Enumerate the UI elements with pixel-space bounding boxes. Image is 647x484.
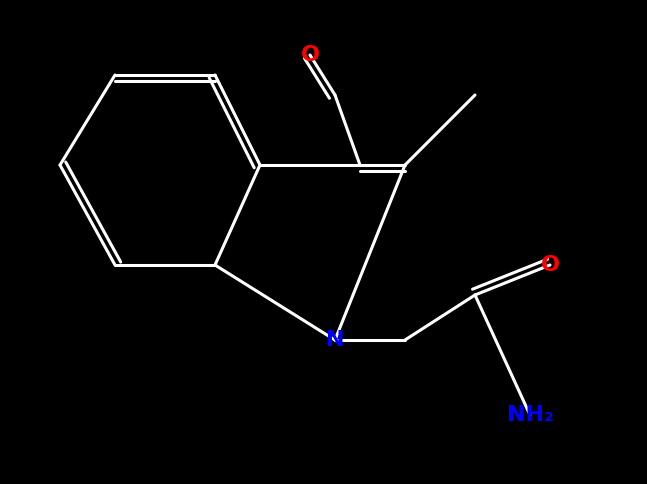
Text: O: O [300, 45, 320, 65]
Text: NH₂: NH₂ [507, 405, 553, 425]
Text: N: N [325, 330, 344, 350]
Text: O: O [540, 255, 560, 275]
